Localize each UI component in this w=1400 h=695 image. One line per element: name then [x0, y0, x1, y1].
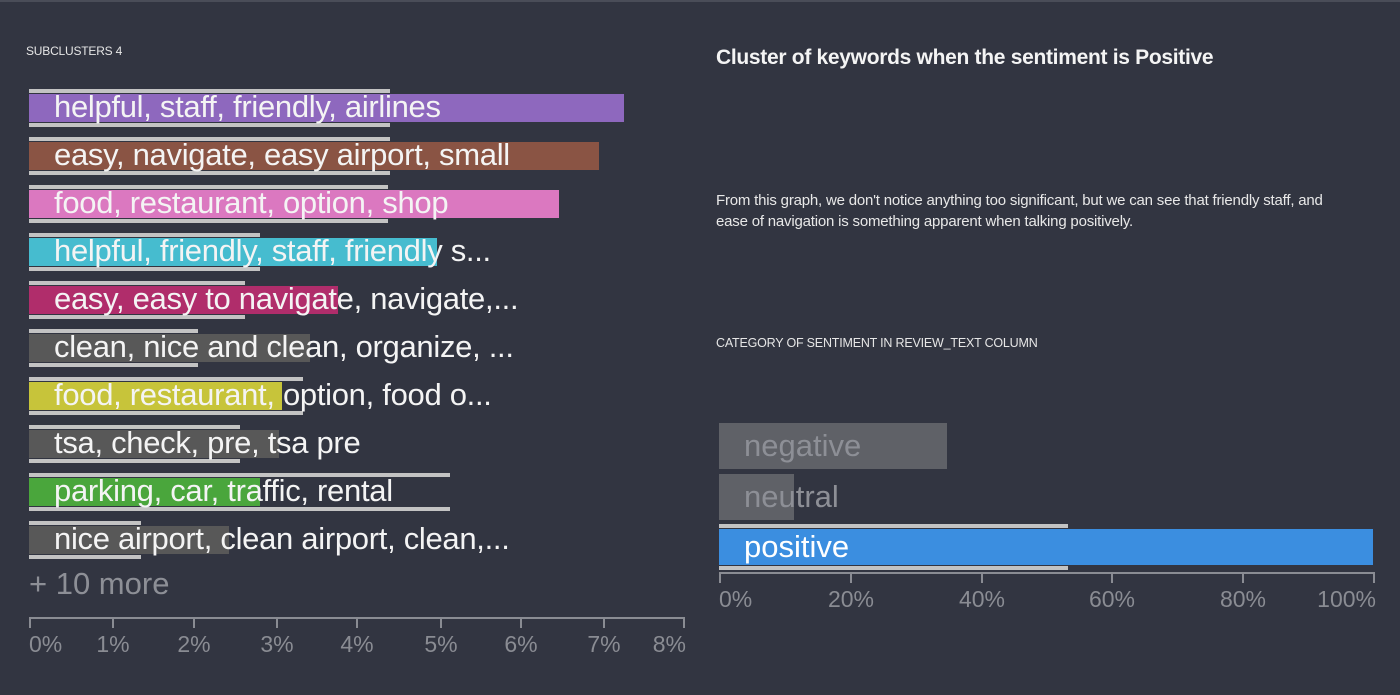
- cluster-label: clean, nice and clean, organize, ...: [54, 329, 514, 364]
- axis-tick-label: 3%: [260, 631, 294, 657]
- axis-tick: [719, 572, 721, 583]
- sentiment-chart-title: CATEGORY OF SENTIMENT IN REVIEW_TEXT COL…: [716, 336, 1038, 350]
- axis-line: [719, 572, 1375, 574]
- axis-tick-label: 40%: [958, 586, 1006, 612]
- value-bar[interactable]: [29, 526, 229, 554]
- axis-tick: [112, 617, 114, 628]
- value-bar[interactable]: [29, 382, 282, 410]
- cluster-label: easy, easy to navigate, navigate,...: [54, 281, 519, 316]
- cluster-label: tsa, check, pre, tsa pre: [54, 425, 361, 460]
- axis-tick: [276, 617, 278, 628]
- axis-tick: [440, 617, 442, 628]
- axis-tick-label: 7%: [587, 631, 621, 657]
- axis-tick: [1242, 572, 1244, 583]
- axis-tick-label: 6%: [504, 631, 538, 657]
- value-bar[interactable]: [719, 474, 794, 520]
- value-bar[interactable]: [29, 142, 599, 170]
- value-bar[interactable]: [29, 334, 310, 362]
- axis-tick: [193, 617, 195, 628]
- top-border: [0, 0, 1400, 2]
- axis-tick-label: 5%: [424, 631, 458, 657]
- axis-tick-label: 80%: [1219, 586, 1267, 612]
- sentiment-label: negative: [744, 428, 862, 463]
- axis-tick-label: 2%: [177, 631, 211, 657]
- cluster-label: food, restaurant, option, shop: [54, 185, 449, 220]
- value-bar[interactable]: [29, 478, 260, 506]
- subclusters-title: SUBCLUSTERS 4: [26, 44, 123, 58]
- axis-tick-label: 8%: [652, 631, 686, 657]
- sentiment-label: positive: [744, 529, 850, 564]
- value-bar[interactable]: [29, 286, 338, 314]
- axis-tick-label: 60%: [1088, 586, 1136, 612]
- show-more-link[interactable]: + 10 more: [29, 566, 170, 601]
- value-bar[interactable]: [29, 94, 624, 122]
- axis-tick-label: 100%: [1317, 586, 1376, 612]
- description-text: From this graph, we don't notice anythin…: [716, 192, 1323, 230]
- cluster-label: parking, car, traffic, rental: [54, 473, 393, 508]
- axis-tick: [356, 617, 358, 628]
- axis-tick: [520, 617, 522, 628]
- value-bar[interactable]: [29, 238, 437, 266]
- page-title: Cluster of keywords when the sentiment i…: [716, 46, 1214, 69]
- axis-tick: [29, 617, 31, 628]
- axis-tick-label: 0%: [29, 631, 63, 657]
- axis-tick: [683, 617, 685, 628]
- value-bar[interactable]: [719, 423, 947, 469]
- cluster-label: helpful, staff, friendly, airlines: [54, 89, 441, 124]
- axis-tick-label: 1%: [96, 631, 130, 657]
- value-bar[interactable]: [719, 529, 1373, 565]
- axis-tick-label: 0%: [719, 586, 753, 612]
- axis-tick: [1111, 572, 1113, 583]
- axis-tick: [981, 572, 983, 583]
- axis-tick-label: 4%: [340, 631, 374, 657]
- value-bar[interactable]: [29, 190, 559, 218]
- axis-tick-label: 20%: [827, 586, 875, 612]
- axis-tick: [603, 617, 605, 628]
- cluster-label: helpful, friendly, staff, friendly s...: [54, 233, 491, 268]
- cluster-label: food, restaurant, option, food o...: [54, 377, 492, 412]
- cluster-label: nice airport, clean airport, clean,...: [54, 521, 510, 556]
- value-bar[interactable]: [29, 430, 279, 458]
- sentiment-label: neutral: [744, 479, 839, 514]
- axis-tick: [1373, 572, 1375, 583]
- cluster-label: easy, navigate, easy airport, small: [54, 137, 510, 172]
- axis-tick: [850, 572, 852, 583]
